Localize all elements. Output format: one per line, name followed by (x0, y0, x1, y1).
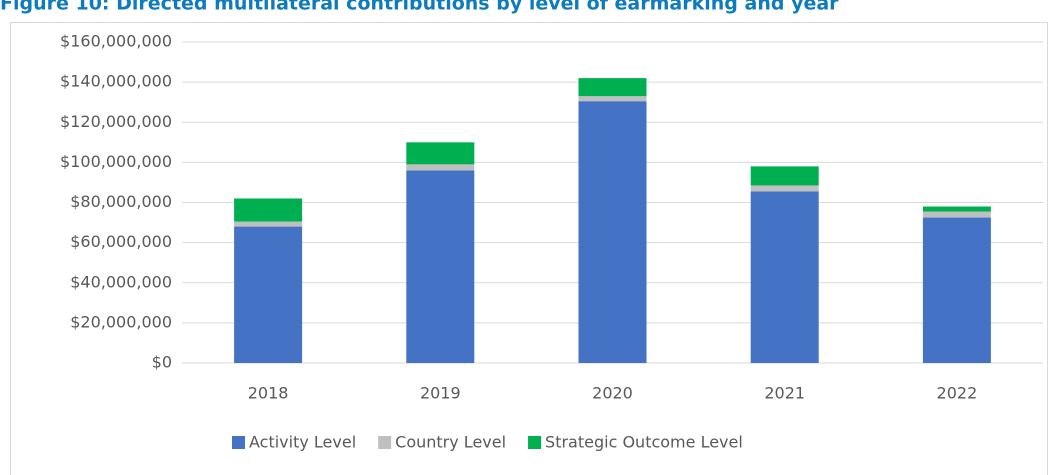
y-tick-label: $120,000,000 (60, 112, 172, 131)
bar-segment (578, 96, 647, 102)
bar-segment (750, 191, 819, 363)
bar-segment (234, 226, 303, 363)
chart-title: Figure 10: Directed multilateral contrib… (0, 0, 839, 15)
chart-frame (10, 22, 1048, 475)
x-tick-label: 2021 (764, 384, 805, 403)
legend-label: Strategic Outcome Level (545, 433, 743, 452)
bar-segment (406, 170, 475, 363)
bar-segment (922, 211, 991, 218)
y-tick-label: $140,000,000 (60, 72, 172, 91)
bar-segment (922, 217, 991, 363)
legend-swatch (378, 436, 392, 449)
legend-swatch (232, 436, 245, 449)
bar-segment (406, 164, 475, 171)
bar-segment (234, 198, 303, 222)
x-tick-label: 2020 (592, 384, 633, 403)
bar-segment (578, 78, 647, 97)
bar-segment (234, 221, 303, 227)
y-tick-label: $20,000,000 (70, 312, 172, 331)
bar-segment (406, 142, 475, 165)
x-tick-label: 2019 (420, 384, 461, 403)
bar-segment (922, 206, 991, 212)
y-tick-label: $160,000,000 (60, 32, 172, 51)
bar-segment (750, 185, 819, 192)
legend-label: Country Level (395, 433, 506, 452)
x-tick-label: 2022 (937, 384, 978, 403)
legend-label: Activity Level (249, 433, 356, 452)
y-tick-label: $100,000,000 (60, 152, 172, 171)
y-tick-label: $0 (152, 353, 172, 372)
y-tick-label: $80,000,000 (70, 192, 172, 211)
y-tick-label: $60,000,000 (70, 232, 172, 251)
bar-segment (578, 101, 647, 363)
legend-swatch (528, 436, 542, 449)
x-tick-label: 2018 (248, 384, 289, 403)
bar-segment (750, 166, 819, 186)
y-tick-label: $40,000,000 (70, 272, 172, 291)
